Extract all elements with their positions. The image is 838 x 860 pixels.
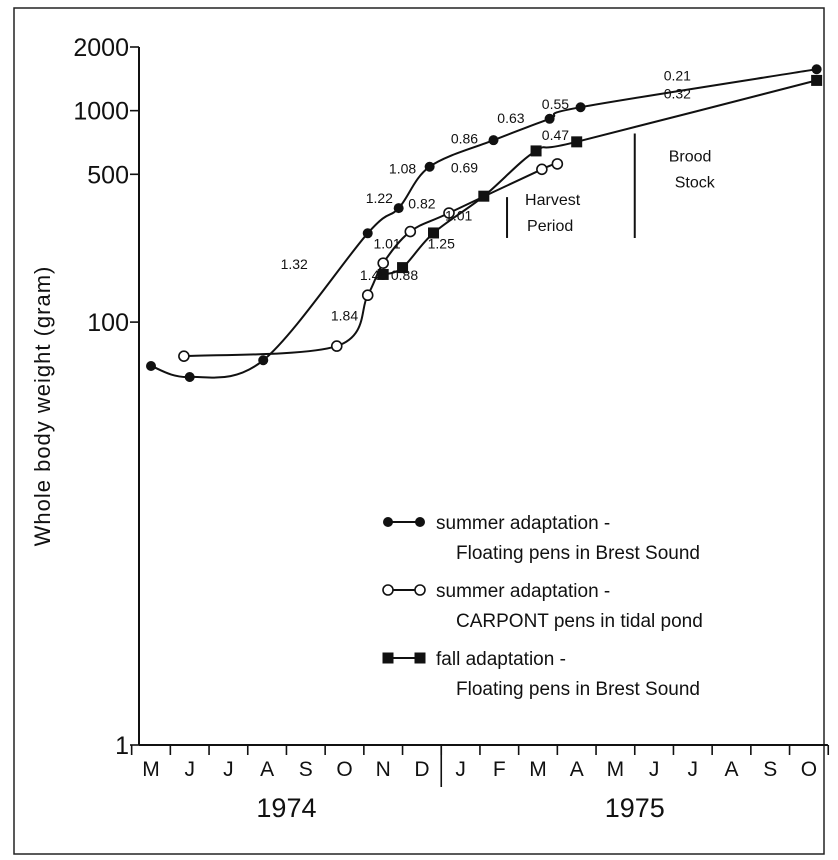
data-point-fall_brest — [571, 136, 583, 148]
legend-marker — [382, 652, 394, 664]
legend-marker — [414, 652, 426, 664]
data-point-summer_carpont — [178, 350, 190, 362]
data-point-fall_brest — [811, 74, 823, 86]
data-point-summer_brest — [424, 161, 435, 172]
legend-label: fall adaptation - — [436, 649, 566, 670]
month-label: S — [299, 758, 313, 781]
rate-label: 1.45 — [360, 267, 387, 283]
data-point-summer_carpont — [536, 163, 548, 176]
legend-marker — [414, 584, 426, 596]
rate-label: 0.88 — [391, 267, 418, 283]
month-label: F — [493, 758, 506, 781]
month-label: O — [801, 758, 817, 781]
legend-label: Floating pens in Brest Sound — [456, 679, 700, 700]
year-label: 1974 — [256, 793, 316, 823]
data-point-summer_brest — [544, 113, 555, 124]
rate-label: 0.63 — [497, 110, 524, 126]
legend-marker — [382, 584, 394, 596]
legend-label: CARPONT pens in tidal pond — [456, 611, 703, 632]
data-point-summer_brest — [184, 372, 195, 383]
y-tick-label: 1 — [115, 732, 129, 760]
month-label: J — [184, 758, 195, 781]
data-point-fall_brest — [428, 227, 440, 239]
axes — [130, 46, 830, 787]
series-line-summer_brest — [150, 68, 817, 379]
month-label: M — [607, 758, 625, 781]
rate-label: 0.82 — [408, 195, 435, 211]
rate-label: 1.22 — [366, 190, 393, 206]
legend-label: summer adaptation - — [436, 513, 610, 534]
month-label: J — [455, 758, 466, 781]
rate-label: 1.84 — [331, 307, 358, 323]
annotation-label: Period — [527, 218, 573, 235]
legend-marker — [383, 517, 393, 527]
data-point-summer_brest — [575, 102, 586, 113]
y-axis-title: Whole body weight (gram) — [30, 266, 55, 547]
y-tick-label: 500 — [87, 161, 129, 189]
legend-label: Floating pens in Brest Sound — [456, 543, 700, 564]
rate-label: 1.25 — [428, 235, 455, 251]
month-label: A — [724, 758, 738, 781]
rate-label: 0.55 — [542, 96, 569, 112]
month-label: J — [688, 758, 699, 781]
annotation-label: Brood — [669, 148, 712, 165]
month-label: M — [142, 758, 160, 781]
month-label: D — [414, 758, 429, 781]
rate-labels: 1.32 1.22 1.08 0.86 0.63 0.55 0.21 1.84 1.45 1.01… — [281, 67, 692, 323]
series-curves — [150, 68, 817, 379]
rate-label: 0.69 — [451, 159, 478, 175]
rate-label: 0.47 — [542, 127, 569, 143]
legend-label: summer adaptation - — [436, 581, 610, 602]
month-label: N — [376, 758, 391, 781]
data-point-fall_brest — [377, 268, 389, 280]
data-point-summer_brest — [362, 228, 373, 239]
series-line-summer_carpont — [183, 162, 558, 358]
figure-frame — [13, 7, 825, 855]
y-tick-labels: 1 100 500 1000 2000 — [73, 34, 129, 760]
data-point-summer_brest — [488, 135, 499, 146]
data-point-fall_brest — [530, 145, 542, 157]
annotation-label: Stock — [675, 174, 716, 191]
month-label: A — [260, 758, 274, 781]
data-point-summer_carpont — [361, 289, 374, 302]
data-point-summer_brest — [258, 355, 269, 366]
rate-label: 0.32 — [664, 86, 691, 102]
y-tick-label: 2000 — [73, 34, 129, 62]
rate-label: 0.21 — [664, 67, 691, 83]
rate-label: 1.01 — [373, 235, 400, 251]
data-point-summer_carpont — [443, 207, 455, 219]
rate-label: 1.32 — [281, 256, 308, 272]
series-markers — [146, 64, 823, 383]
y-tick-label: 1000 — [73, 98, 129, 126]
year-label: 1975 — [605, 793, 665, 823]
month-label: J — [223, 758, 234, 781]
data-point-summer_brest — [811, 64, 822, 75]
month-label: A — [570, 758, 584, 781]
month-label: O — [336, 758, 352, 781]
data-point-summer_carpont — [404, 225, 417, 238]
rate-label: 1.01 — [445, 208, 472, 224]
data-point-summer_carpont — [330, 340, 343, 352]
rate-label: 0.86 — [451, 130, 478, 146]
legend-marker — [415, 517, 425, 527]
period-annotations: Harvest Period Brood Stock — [506, 133, 716, 238]
legend: summer adaptation - Floating pens in Bres… — [382, 513, 703, 700]
data-point-summer_carpont — [377, 257, 390, 269]
year-labels: 1974 1975 — [256, 793, 664, 823]
data-point-fall_brest — [397, 262, 409, 274]
month-label: J — [649, 758, 660, 781]
rate-label: 1.08 — [389, 160, 416, 176]
data-point-summer_brest — [393, 203, 404, 214]
month-label: S — [763, 758, 777, 781]
data-point-fall_brest — [478, 190, 490, 202]
month-label: M — [529, 758, 547, 781]
annotation-label: Harvest — [525, 192, 581, 209]
data-point-summer_carpont — [551, 158, 564, 170]
data-point-summer_brest — [146, 361, 156, 372]
y-tick-label: 100 — [87, 309, 129, 337]
